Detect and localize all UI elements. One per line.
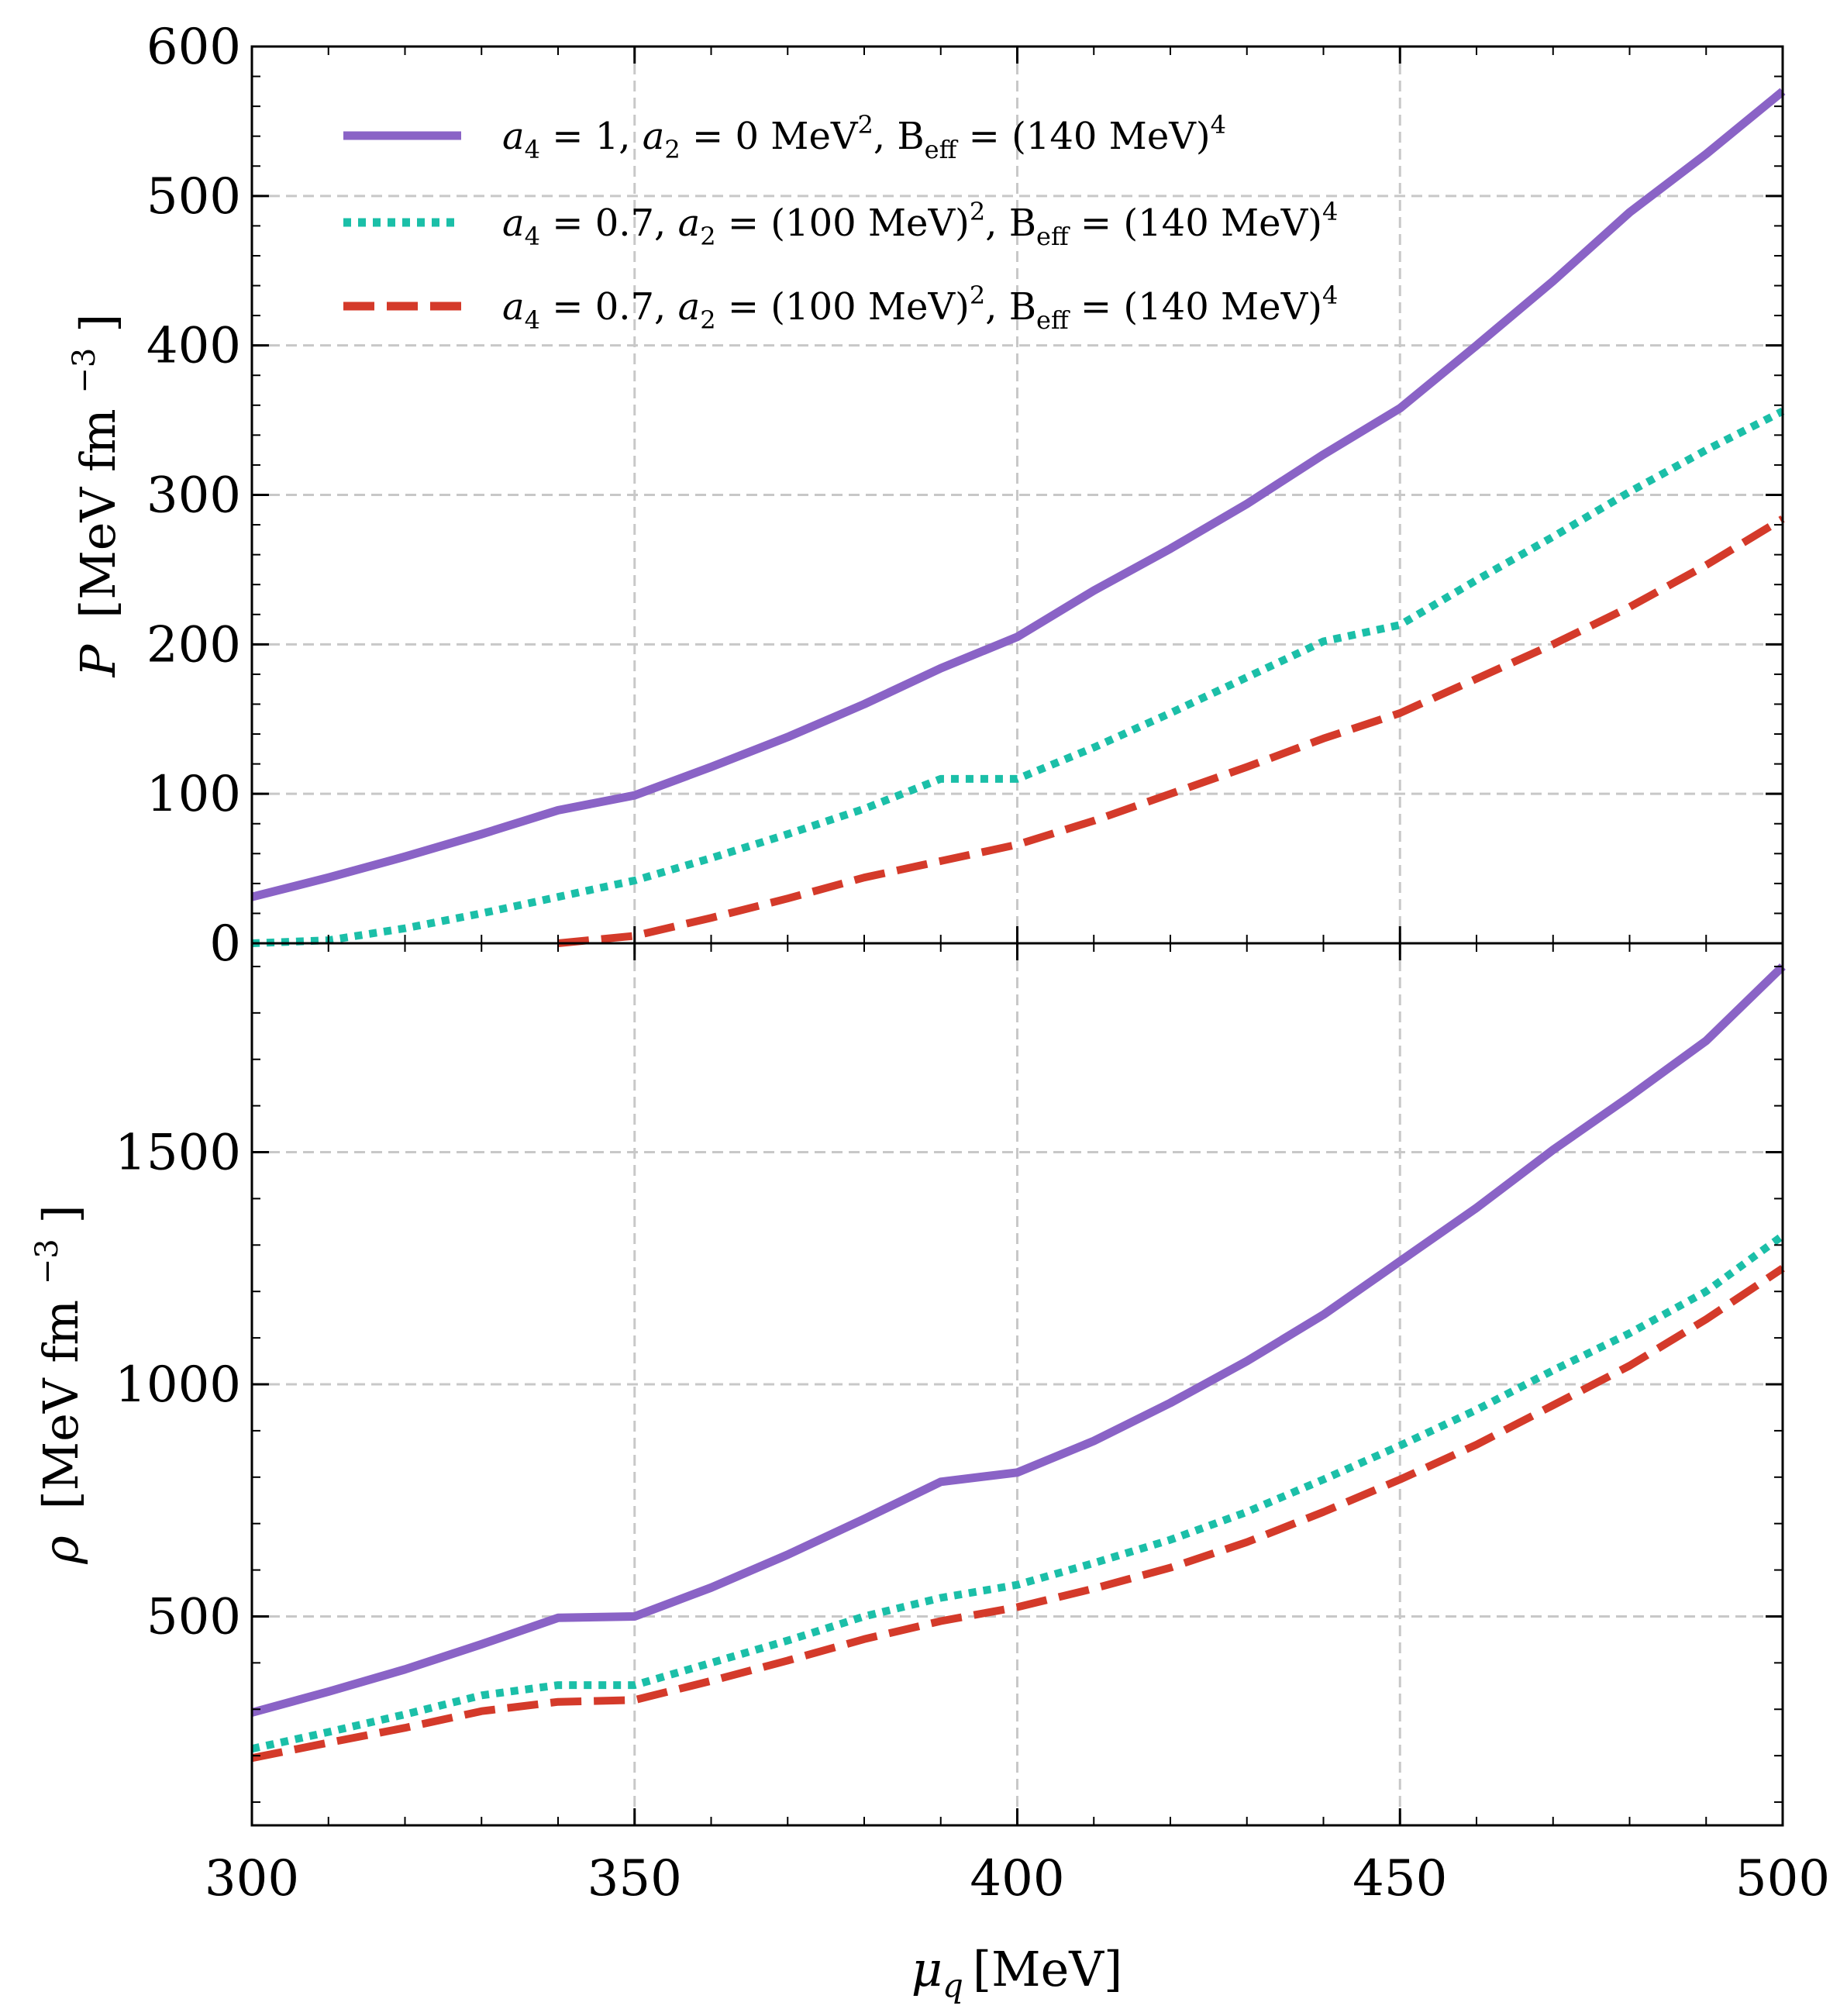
x-tick-label-450: 450 [1353,1850,1447,1907]
legend-label-3: a4 = 0.7, a2 = (100 MeV)2, Beff = (140 M… [502,281,1338,335]
bottom-series-dotted-line [250,1232,1785,1753]
top-y-close: ] [70,314,126,333]
top-y-exp: −3 [67,348,102,394]
x-tick-labels: 300 350 400 450 500 [205,1850,1830,1907]
x-subscript: q [942,1966,963,2004]
bottom-y-symbol: ρ [33,1535,89,1564]
bottom-y-exp: −3 [29,1239,65,1284]
top-y-units: [MeV fm [70,408,126,619]
bottom-ytick-label-1500: 1500 [115,1125,241,1182]
bottom-grid [252,943,1783,1825]
bottom-series-dashed-line [251,1265,1785,1763]
top-series-solid-line [250,88,1786,901]
top-ytick-label-500: 500 [146,168,241,226]
bottom-y-tick-labels: 500 1000 1500 [115,1125,241,1646]
legend-entry-1: a4 = 1, a2 = 0 MeV2, Beff = (140 MeV)4 [343,110,1226,164]
bottom-ytick-label-1000: 1000 [115,1356,241,1414]
top-ticks [250,45,1784,945]
bottom-y-axis-label: ρ [MeV fm −3 ] [12,1204,89,1564]
x-units: [MeV] [973,1941,1122,1997]
top-series [250,88,1786,947]
legend-label-2: a4 = 0.7, a2 = (100 MeV)2, Beff = (140 M… [502,197,1338,251]
bottom-y-units: [MeV fm [33,1300,89,1510]
legend: a4 = 1, a2 = 0 MeV2, Beff = (140 MeV)4 a… [343,110,1338,335]
top-ytick-label-200: 200 [146,616,241,674]
top-y-symbol: P [70,643,126,677]
bottom-series-solid-line [250,963,1786,1717]
top-ytick-label-400: 400 [146,318,241,375]
bottom-panel: 500 1000 1500 ρ [MeV fm −3 ] 300 350 400 450 5… [12,942,1830,2004]
top-y-tick-labels: 0 100 200 300 400 500 600 [146,19,241,973]
top-ytick-label-0: 0 [209,915,241,973]
x-symbol: μ [911,1941,942,1997]
top-ytick-label-300: 300 [146,467,241,525]
top-series-dotted-line [251,408,1785,947]
bottom-ytick-label-500: 500 [146,1588,241,1646]
top-series-dashed-line [557,515,1785,947]
legend-label-1: a4 = 1, a2 = 0 MeV2, Beff = (140 MeV)4 [502,110,1226,164]
x-tick-label-500: 500 [1735,1850,1830,1907]
legend-entry-2: a4 = 0.7, a2 = (100 MeV)2, Beff = (140 M… [343,197,1338,251]
bottom-ticks [250,943,1784,1825]
bottom-series [250,963,1786,1763]
top-panel: 0 100 200 300 400 500 600 P [MeV fm −3 ] a4 = … [50,19,1786,973]
top-ytick-label-600: 600 [146,19,241,76]
x-tick-label-300: 300 [205,1850,299,1907]
x-tick-label-350: 350 [588,1850,682,1907]
bottom-y-close: ] [33,1204,89,1223]
x-tick-label-400: 400 [970,1850,1064,1907]
top-ytick-label-100: 100 [146,766,241,823]
legend-entry-3: a4 = 0.7, a2 = (100 MeV)2, Beff = (140 M… [343,281,1338,335]
top-y-axis-label: P [MeV fm −3 ] [50,314,126,678]
x-axis-label: μq [MeV] [911,1941,1123,2004]
top-grid [252,47,1783,943]
